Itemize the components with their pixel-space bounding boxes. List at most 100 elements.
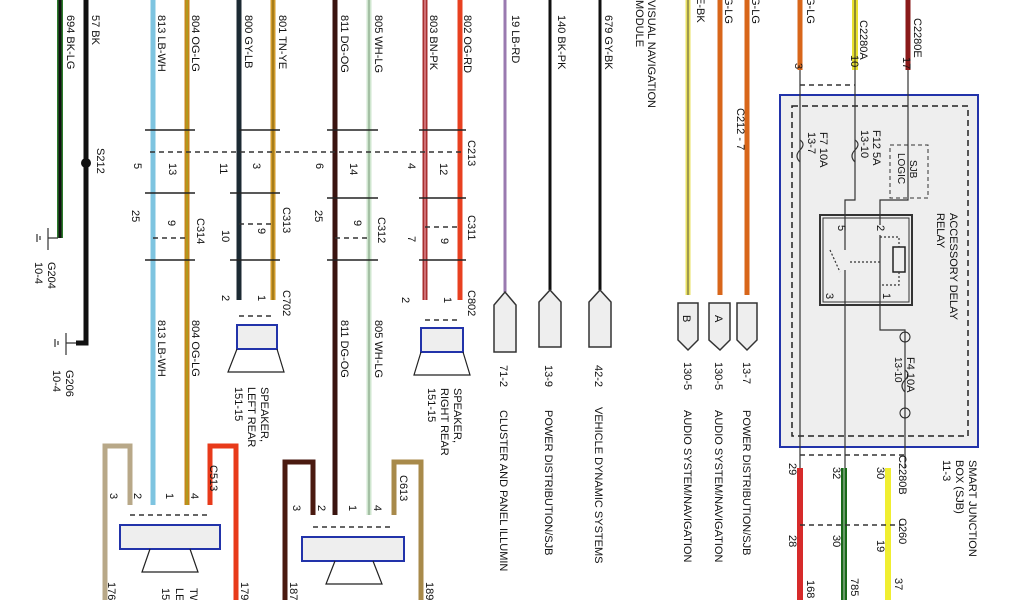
pin-number: 3 (823, 293, 835, 299)
wire-179 (207, 443, 239, 600)
pin-number: 3 (290, 505, 302, 511)
fuse-f7 (796, 139, 804, 163)
pin-number: 19 (874, 540, 886, 552)
wire-label: 37 (892, 578, 904, 590)
sjb-logic-label: LOGIC (895, 153, 906, 184)
pin-number: 10 (848, 55, 860, 67)
pin-number: 10 (219, 230, 231, 242)
speaker-label: LE (173, 588, 185, 600)
pin-number: 1 (880, 293, 892, 299)
wire-label: 57 BK (89, 15, 101, 46)
pin-number: 3 (250, 163, 262, 169)
speaker-ref: 151-15 (232, 387, 244, 421)
wire-label: 19 LB-RD (509, 15, 521, 63)
ground-ref: 10-4 (32, 262, 44, 284)
module-label: VISUAL NAVIGATION (645, 0, 657, 108)
pin-number: 30 (830, 535, 842, 547)
pin-number: 1 (346, 505, 358, 511)
fuse-f4 (901, 369, 909, 393)
tag-b (677, 302, 699, 352)
wire-label: 168 (804, 580, 816, 598)
ground-g204-symbol (36, 228, 58, 250)
sjb-title: SMART JUNCTION (966, 460, 978, 557)
wire-label: 803 BN-PK (427, 15, 439, 71)
pin-number: 4 (405, 163, 417, 169)
connector-label: C311 (465, 215, 477, 240)
pin-number: 6 (313, 163, 325, 169)
pin-number: 3 (107, 493, 119, 499)
pin-number: 14 (347, 163, 359, 175)
pin-number: 12 (437, 163, 449, 175)
pin-number: 2 (219, 295, 231, 301)
wire-label: 805 WH-LG (372, 15, 384, 73)
wire-176 (102, 443, 133, 600)
ground-label: G206 (63, 370, 75, 397)
destination-label: AUDIO SYSTEM/NAVIGATION (681, 410, 693, 562)
speaker-label: RIGHT REAR (438, 388, 450, 456)
destination-ref: 13-9 (542, 365, 554, 387)
destination-tag: B (680, 315, 692, 322)
wire-label: 140 BK-PK (555, 15, 567, 70)
pin-number: 9 (165, 220, 177, 226)
pin-number: 2 (315, 505, 327, 511)
destination-label: AUDIO SYSTEM/NAVIGATION (712, 410, 724, 562)
pin-number: 9 (438, 238, 450, 244)
speaker-ref: 151-15 (425, 388, 437, 422)
fuse-label: F7 10A (817, 132, 829, 168)
sjb-title: BOX (SJB) (953, 460, 965, 514)
wire-label: 813 LB-WH (155, 15, 167, 72)
fuse-ref: 13-7 (805, 132, 817, 154)
labels: 694 BK-LG 57 BK 813 LB-WH 804 OG-LG 800 … (32, 0, 978, 600)
speaker-right-rear-symbol (413, 327, 471, 376)
pin-number: 5 (131, 163, 143, 169)
pin-number: 1 (441, 297, 453, 303)
wire-187 (282, 459, 316, 600)
wire-label: G-LG (722, 0, 734, 24)
pin-number: 4 (188, 493, 200, 499)
speaker-label: SPEAKER, (258, 387, 270, 442)
wire-label: 176 (105, 582, 117, 600)
tag-71-2 (493, 290, 517, 353)
destination-tags (493, 288, 758, 353)
connector-label: C802 (465, 290, 477, 316)
relay-label: RELAY (934, 213, 946, 249)
pin-number: 28 (786, 535, 798, 547)
ground-ref: 10-4 (50, 370, 62, 392)
destination-ref: 130-5 (712, 362, 724, 390)
connector-label: C513 (207, 465, 219, 491)
pin-number: 5 (835, 225, 847, 231)
wire-189 (391, 459, 424, 600)
connector-label: C312 (375, 217, 387, 243)
wire-label: 811 DG-OG (338, 320, 350, 378)
wire-label: 179 (238, 582, 250, 600)
tag-42-2 (588, 288, 612, 348)
tag-13-7 (736, 302, 758, 352)
wires (57, 0, 911, 600)
pin-number: 2 (399, 297, 411, 303)
speaker-left-rear-symbol (227, 324, 285, 373)
sjb-logic-label: SJB (907, 160, 918, 179)
wire-label: 187 (287, 582, 299, 600)
pin-number: 25 (312, 210, 324, 222)
wire-label: 801 TN-YE (276, 15, 288, 69)
speaker-tweeter-left-symbol (119, 514, 221, 573)
pin-number: 29 (786, 463, 798, 475)
destination-ref: 130-5 (681, 362, 693, 390)
fuse-ref: 13-10 (858, 130, 870, 158)
destination-label: POWER DISTRIBUTION/SJB (542, 410, 554, 555)
pin-number: 32 (830, 467, 842, 479)
tag-a (708, 302, 731, 352)
pin-number: 1 (255, 295, 267, 301)
wire-label: G-LG (804, 0, 816, 24)
pin-number: 3 (792, 63, 804, 69)
wire-label: 189 (423, 582, 435, 600)
connector-label: C613 (397, 475, 409, 501)
pin-number: 17 (900, 57, 912, 69)
pin-number: 2 (874, 225, 886, 231)
fuse-label: F12 5A (870, 130, 882, 166)
speaker-label: SPEAKER, (451, 388, 463, 443)
relay-label: ACCESSORY DELAY (947, 213, 959, 321)
pin-number: 9 (351, 220, 363, 226)
pin-number: 9 (255, 228, 267, 234)
